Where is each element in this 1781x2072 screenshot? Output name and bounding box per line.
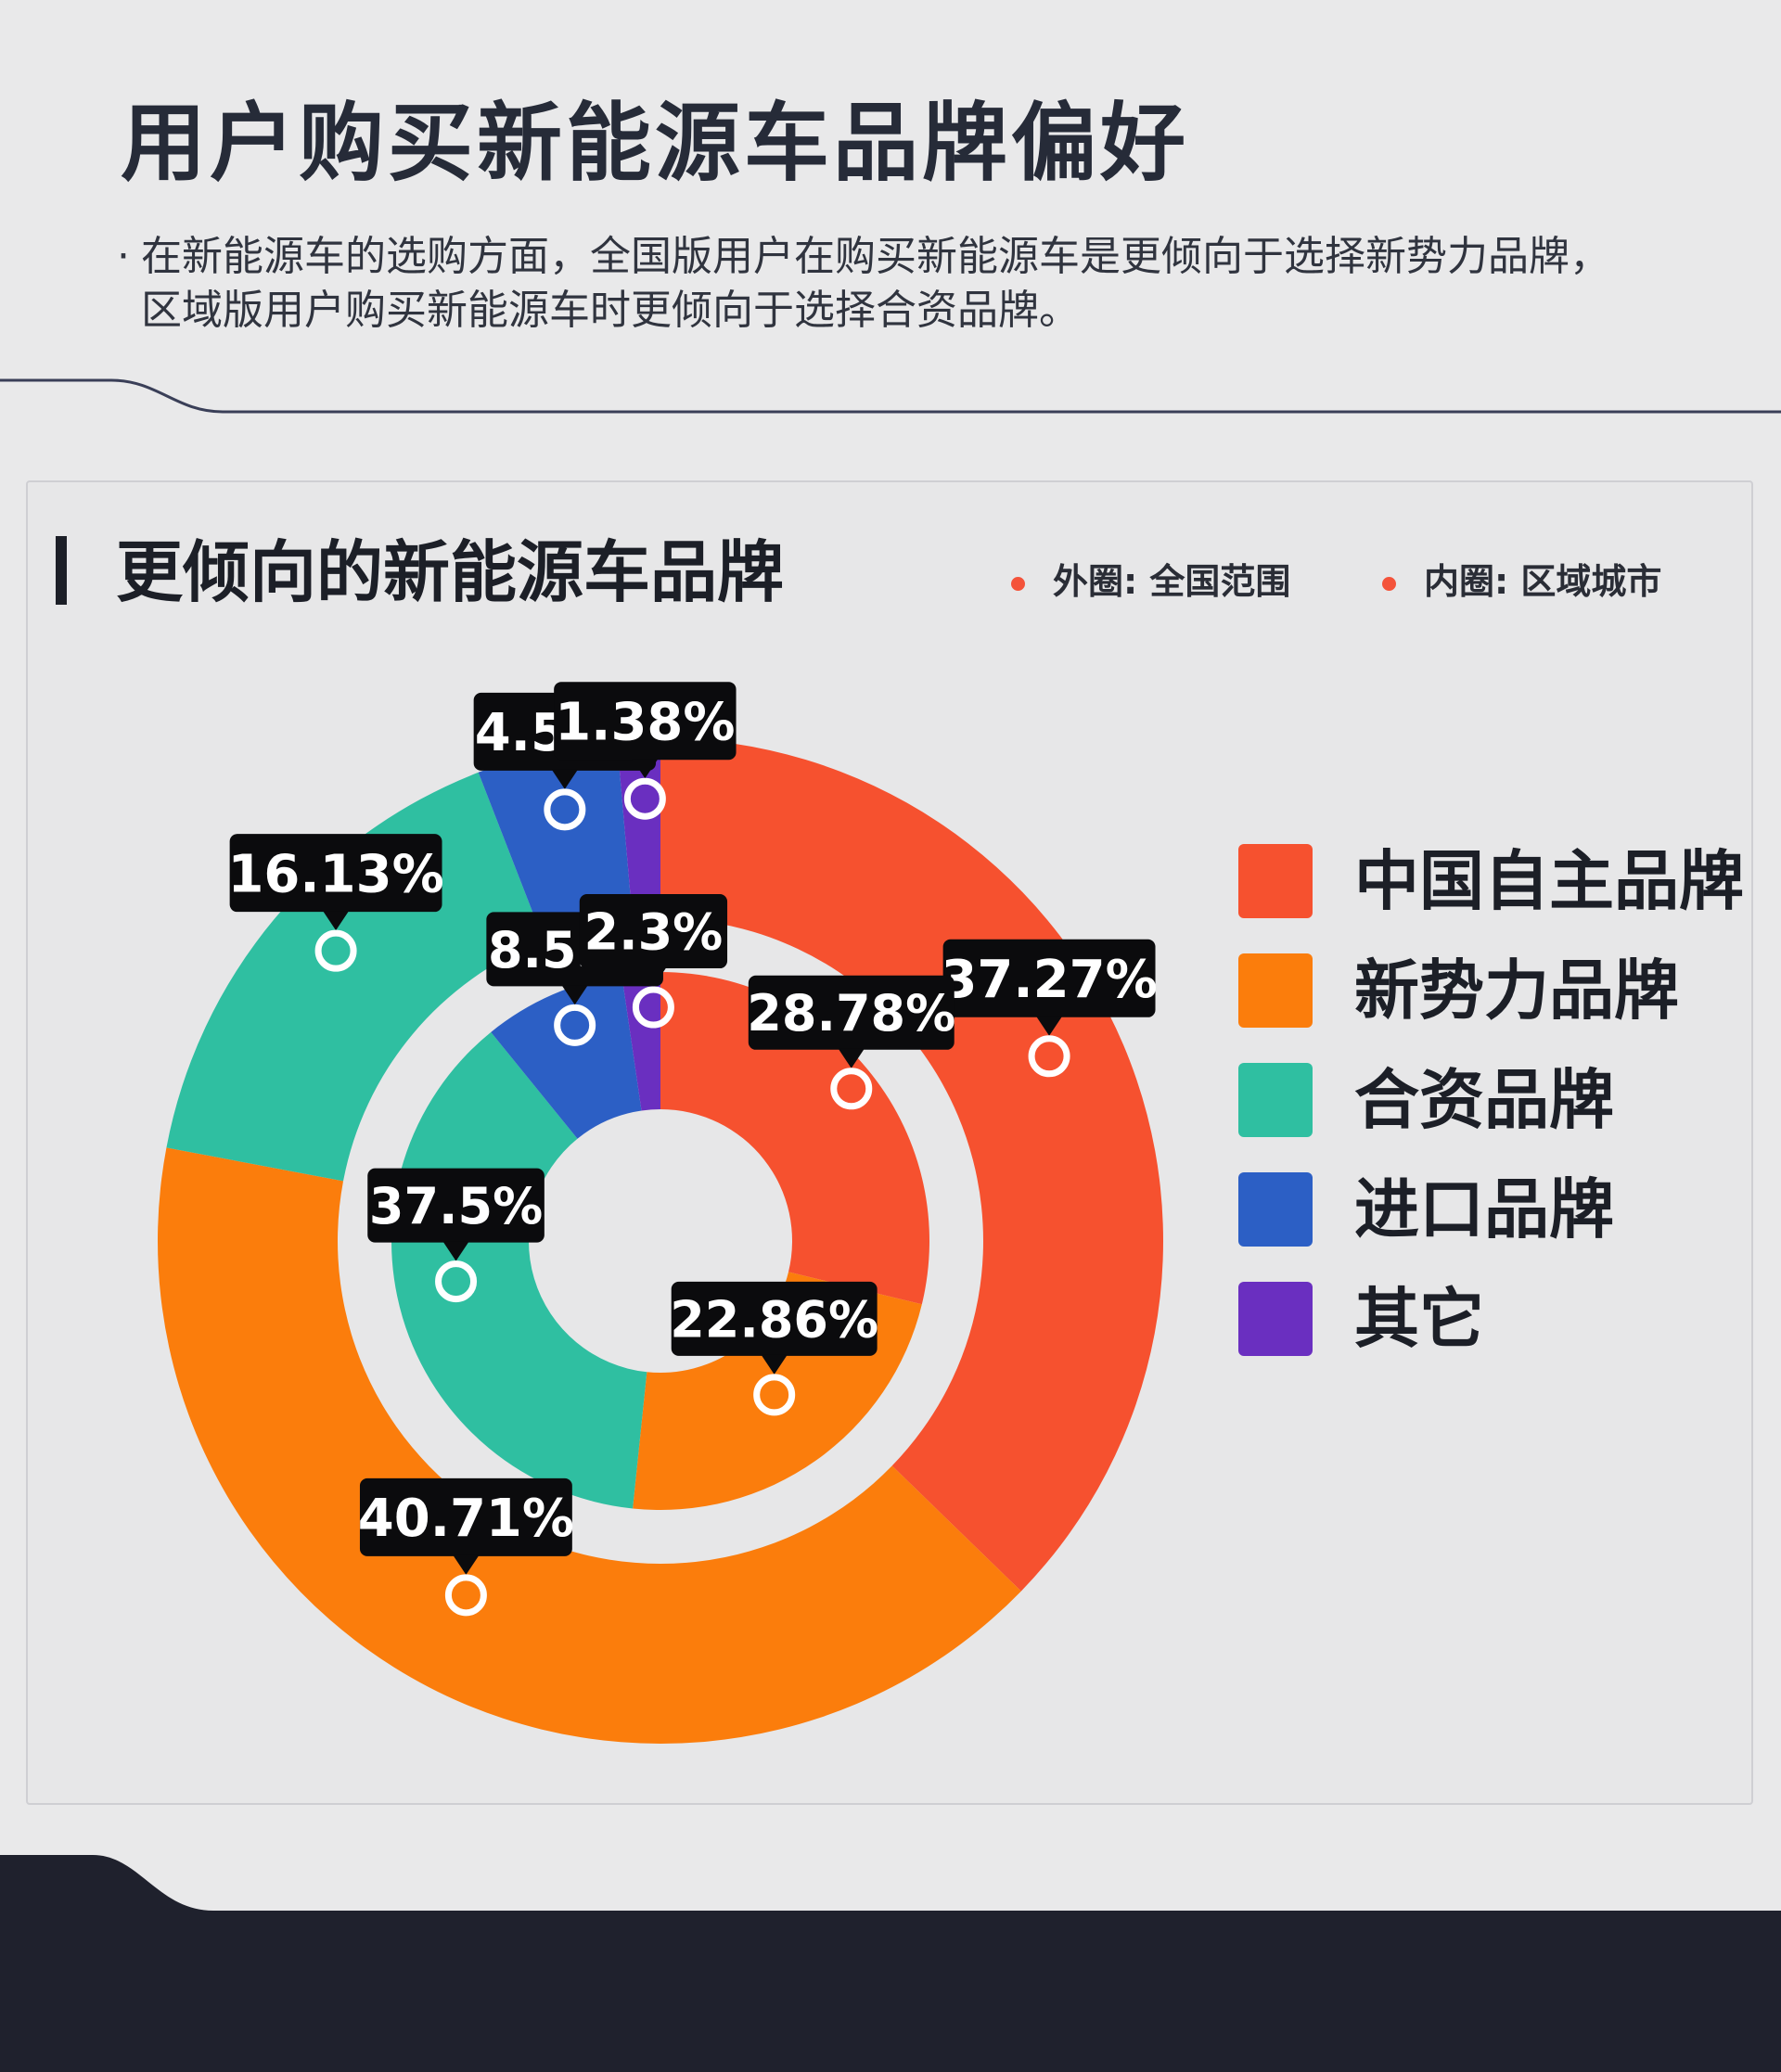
legend-label: 进口品牌 bbox=[1354, 1171, 1614, 1247]
label-tag-pointer bbox=[761, 1354, 788, 1375]
inner-slice-other bbox=[621, 972, 660, 1111]
outer-slice-joint-venture bbox=[166, 772, 544, 1182]
label-marker bbox=[830, 1068, 873, 1110]
legend-swatch bbox=[1238, 844, 1313, 918]
label-marker bbox=[623, 777, 666, 820]
label-tag-pointer bbox=[632, 759, 659, 779]
inner-data-label-other: 2.3% bbox=[579, 894, 728, 1029]
label-value: 28.78% bbox=[747, 984, 955, 1042]
label-tag-pointer bbox=[453, 1554, 480, 1575]
label-value: 2.3% bbox=[584, 902, 724, 961]
label-marker bbox=[435, 1260, 478, 1303]
page-title: 用户购买新能源车品牌偏好 bbox=[121, 94, 1190, 193]
intro-bullet: · bbox=[117, 233, 130, 280]
label-tag-pointer bbox=[551, 769, 578, 789]
label-tag-pointer bbox=[1036, 1016, 1063, 1036]
inner-ring-legend-label: 内圈: 区域城市 bbox=[1424, 561, 1662, 602]
card-title-bar bbox=[56, 536, 67, 605]
label-tag-bg bbox=[671, 1281, 878, 1356]
inner-slice-domestic bbox=[660, 972, 929, 1305]
legend-label: 合资品牌 bbox=[1354, 1062, 1614, 1138]
label-value: 40.71% bbox=[358, 1489, 574, 1549]
label-marker bbox=[314, 929, 357, 972]
label-marker bbox=[1028, 1035, 1070, 1078]
label-tag-bg bbox=[229, 834, 442, 913]
label-marker bbox=[753, 1374, 796, 1416]
inner-data-label-domestic: 28.78% bbox=[747, 975, 955, 1110]
legend-swatch bbox=[1238, 1063, 1313, 1137]
outer-data-label-joint-venture: 16.13% bbox=[227, 834, 444, 972]
inner-data-label-new-force: 22.86% bbox=[670, 1281, 878, 1416]
label-tag-bg bbox=[579, 894, 728, 969]
label-value: 22.86% bbox=[670, 1290, 878, 1349]
label-value: 37.27% bbox=[941, 950, 1157, 1010]
intro-line-1: 在新能源车的选购方面，全国版用户在购买新能源车是更倾向于选择新势力品牌， bbox=[141, 233, 1610, 280]
label-value: 16.13% bbox=[227, 844, 443, 904]
label-value: 1.38% bbox=[555, 692, 735, 752]
label-marker bbox=[544, 788, 586, 831]
outer-slice-imported bbox=[478, 740, 633, 940]
labels-layer: 37.27%40.71%16.13%4.52%1.38%28.78%22.86%… bbox=[227, 682, 1158, 1617]
label-marker bbox=[554, 1004, 596, 1046]
intro-text: · 在新能源车的选购方面，全国版用户在购买新能源车是更倾向于选择新势力品牌， 区… bbox=[117, 230, 1716, 338]
header-divider bbox=[0, 378, 1781, 414]
inner-slice-joint-venture bbox=[391, 1031, 647, 1509]
footer-band bbox=[0, 1855, 1781, 2072]
inner-slice-imported bbox=[491, 975, 642, 1139]
outer-data-label-other: 1.38% bbox=[554, 682, 737, 820]
outer-slice-new-force bbox=[157, 1147, 1021, 1744]
label-marker bbox=[632, 986, 674, 1029]
legend-swatch bbox=[1238, 1282, 1313, 1356]
inner-ring-bullet bbox=[1382, 577, 1396, 591]
outer-data-label-new-force: 40.71% bbox=[358, 1477, 574, 1617]
intro-line-2: 区域版用户购买新能源车时更倾向于选择合资品牌。 bbox=[141, 287, 1080, 334]
legend-swatch bbox=[1238, 1172, 1313, 1247]
label-tag-bg bbox=[554, 682, 737, 761]
outer-ring-legend: 外圈: 全国范围 bbox=[1011, 559, 1290, 604]
label-tag-bg bbox=[748, 975, 955, 1050]
outer-ring-bullet bbox=[1011, 577, 1025, 591]
card-title: 更倾向的新能源车品牌 bbox=[116, 533, 785, 611]
label-tag-pointer bbox=[640, 967, 667, 988]
label-tag-pointer bbox=[323, 911, 350, 931]
legend-label: 中国自主品牌 bbox=[1354, 843, 1744, 919]
label-marker bbox=[444, 1574, 487, 1617]
label-value: 37.5% bbox=[369, 1177, 543, 1235]
label-tag-bg bbox=[367, 1168, 545, 1243]
label-tag-bg bbox=[942, 939, 1156, 1017]
legend-label: 其它 bbox=[1354, 1281, 1484, 1357]
label-tag-bg bbox=[359, 1477, 572, 1556]
label-tag-pointer bbox=[561, 985, 588, 1005]
inner-ring-legend: 内圈: 区域城市 bbox=[1382, 559, 1661, 604]
label-tag-pointer bbox=[838, 1048, 865, 1068]
legend-label: 新势力品牌 bbox=[1354, 953, 1679, 1029]
inner-data-label-joint-venture: 37.5% bbox=[367, 1168, 545, 1303]
label-tag-pointer bbox=[442, 1241, 469, 1261]
outer-data-label-domestic: 37.27% bbox=[941, 939, 1158, 1078]
legend-swatch bbox=[1238, 953, 1313, 1028]
outer-ring-legend-label: 外圈: 全国范围 bbox=[1053, 561, 1291, 602]
